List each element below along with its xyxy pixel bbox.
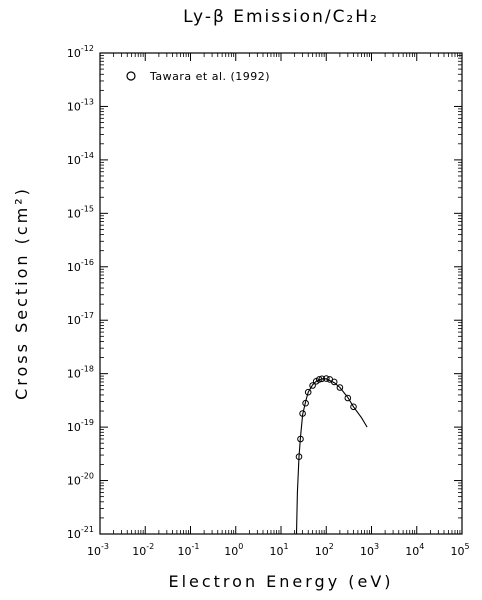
y-tick-label: 10-20: [67, 472, 94, 488]
y-tick-label: 10-15: [67, 204, 94, 220]
legend-marker: [126, 71, 136, 81]
x-tick-label: 102: [315, 542, 334, 558]
x-tick-label: 10-3: [87, 542, 109, 558]
x-tick-label: 100: [224, 542, 243, 558]
data-point: [295, 453, 303, 461]
y-tick-label: 10-13: [67, 97, 94, 113]
data-point: [336, 384, 344, 391]
x-tick-label: 105: [450, 542, 469, 558]
legend: Tawara et al. (1992): [126, 70, 270, 83]
y-tick-label: 10-19: [67, 418, 94, 434]
data-point: [297, 435, 304, 443]
x-tick-label: 103: [360, 542, 379, 558]
x-tick-label: 101: [269, 542, 288, 558]
plot-area: [99, 52, 463, 535]
x-tick-label: 104: [405, 542, 424, 558]
data-point: [330, 378, 338, 386]
data-point: [304, 388, 312, 396]
y-tick-label: 10-18: [67, 365, 94, 381]
y-tick-label: 10-14: [67, 151, 94, 167]
axis-ticks: [99, 52, 463, 535]
x-tick-label: 10-1: [178, 542, 200, 558]
y-axis-label: Cross Section (cm²): [12, 186, 31, 400]
data-point: [323, 375, 330, 382]
tick-labels: 10-3 10-2 10-1 100 101 102 103 104 105 10-21 10-20…: [67, 44, 470, 558]
x-tick-label: 10-2: [132, 542, 154, 558]
legend-label: Tawara et al. (1992): [149, 70, 270, 83]
data-point: [315, 376, 323, 383]
data-point: [344, 394, 352, 402]
data-point: [299, 410, 306, 417]
x-axis-label: Electron Energy (eV): [168, 572, 393, 591]
data-point: [302, 399, 309, 407]
y-tick-label: 10-16: [67, 258, 94, 274]
y-tick-label: 10-17: [67, 311, 94, 327]
data-point: [318, 375, 326, 383]
fit-line: [295, 378, 368, 535]
y-tick-label: 10-12: [67, 44, 94, 60]
chart-title: Ly-β Emission/C₂H₂: [183, 7, 379, 27]
data-points: [295, 375, 357, 461]
y-tick-label: 10-21: [67, 525, 94, 541]
fit-curve: [295, 378, 368, 535]
data-point: [309, 382, 316, 389]
data-point: [350, 403, 357, 411]
plot-frame: [99, 52, 463, 535]
